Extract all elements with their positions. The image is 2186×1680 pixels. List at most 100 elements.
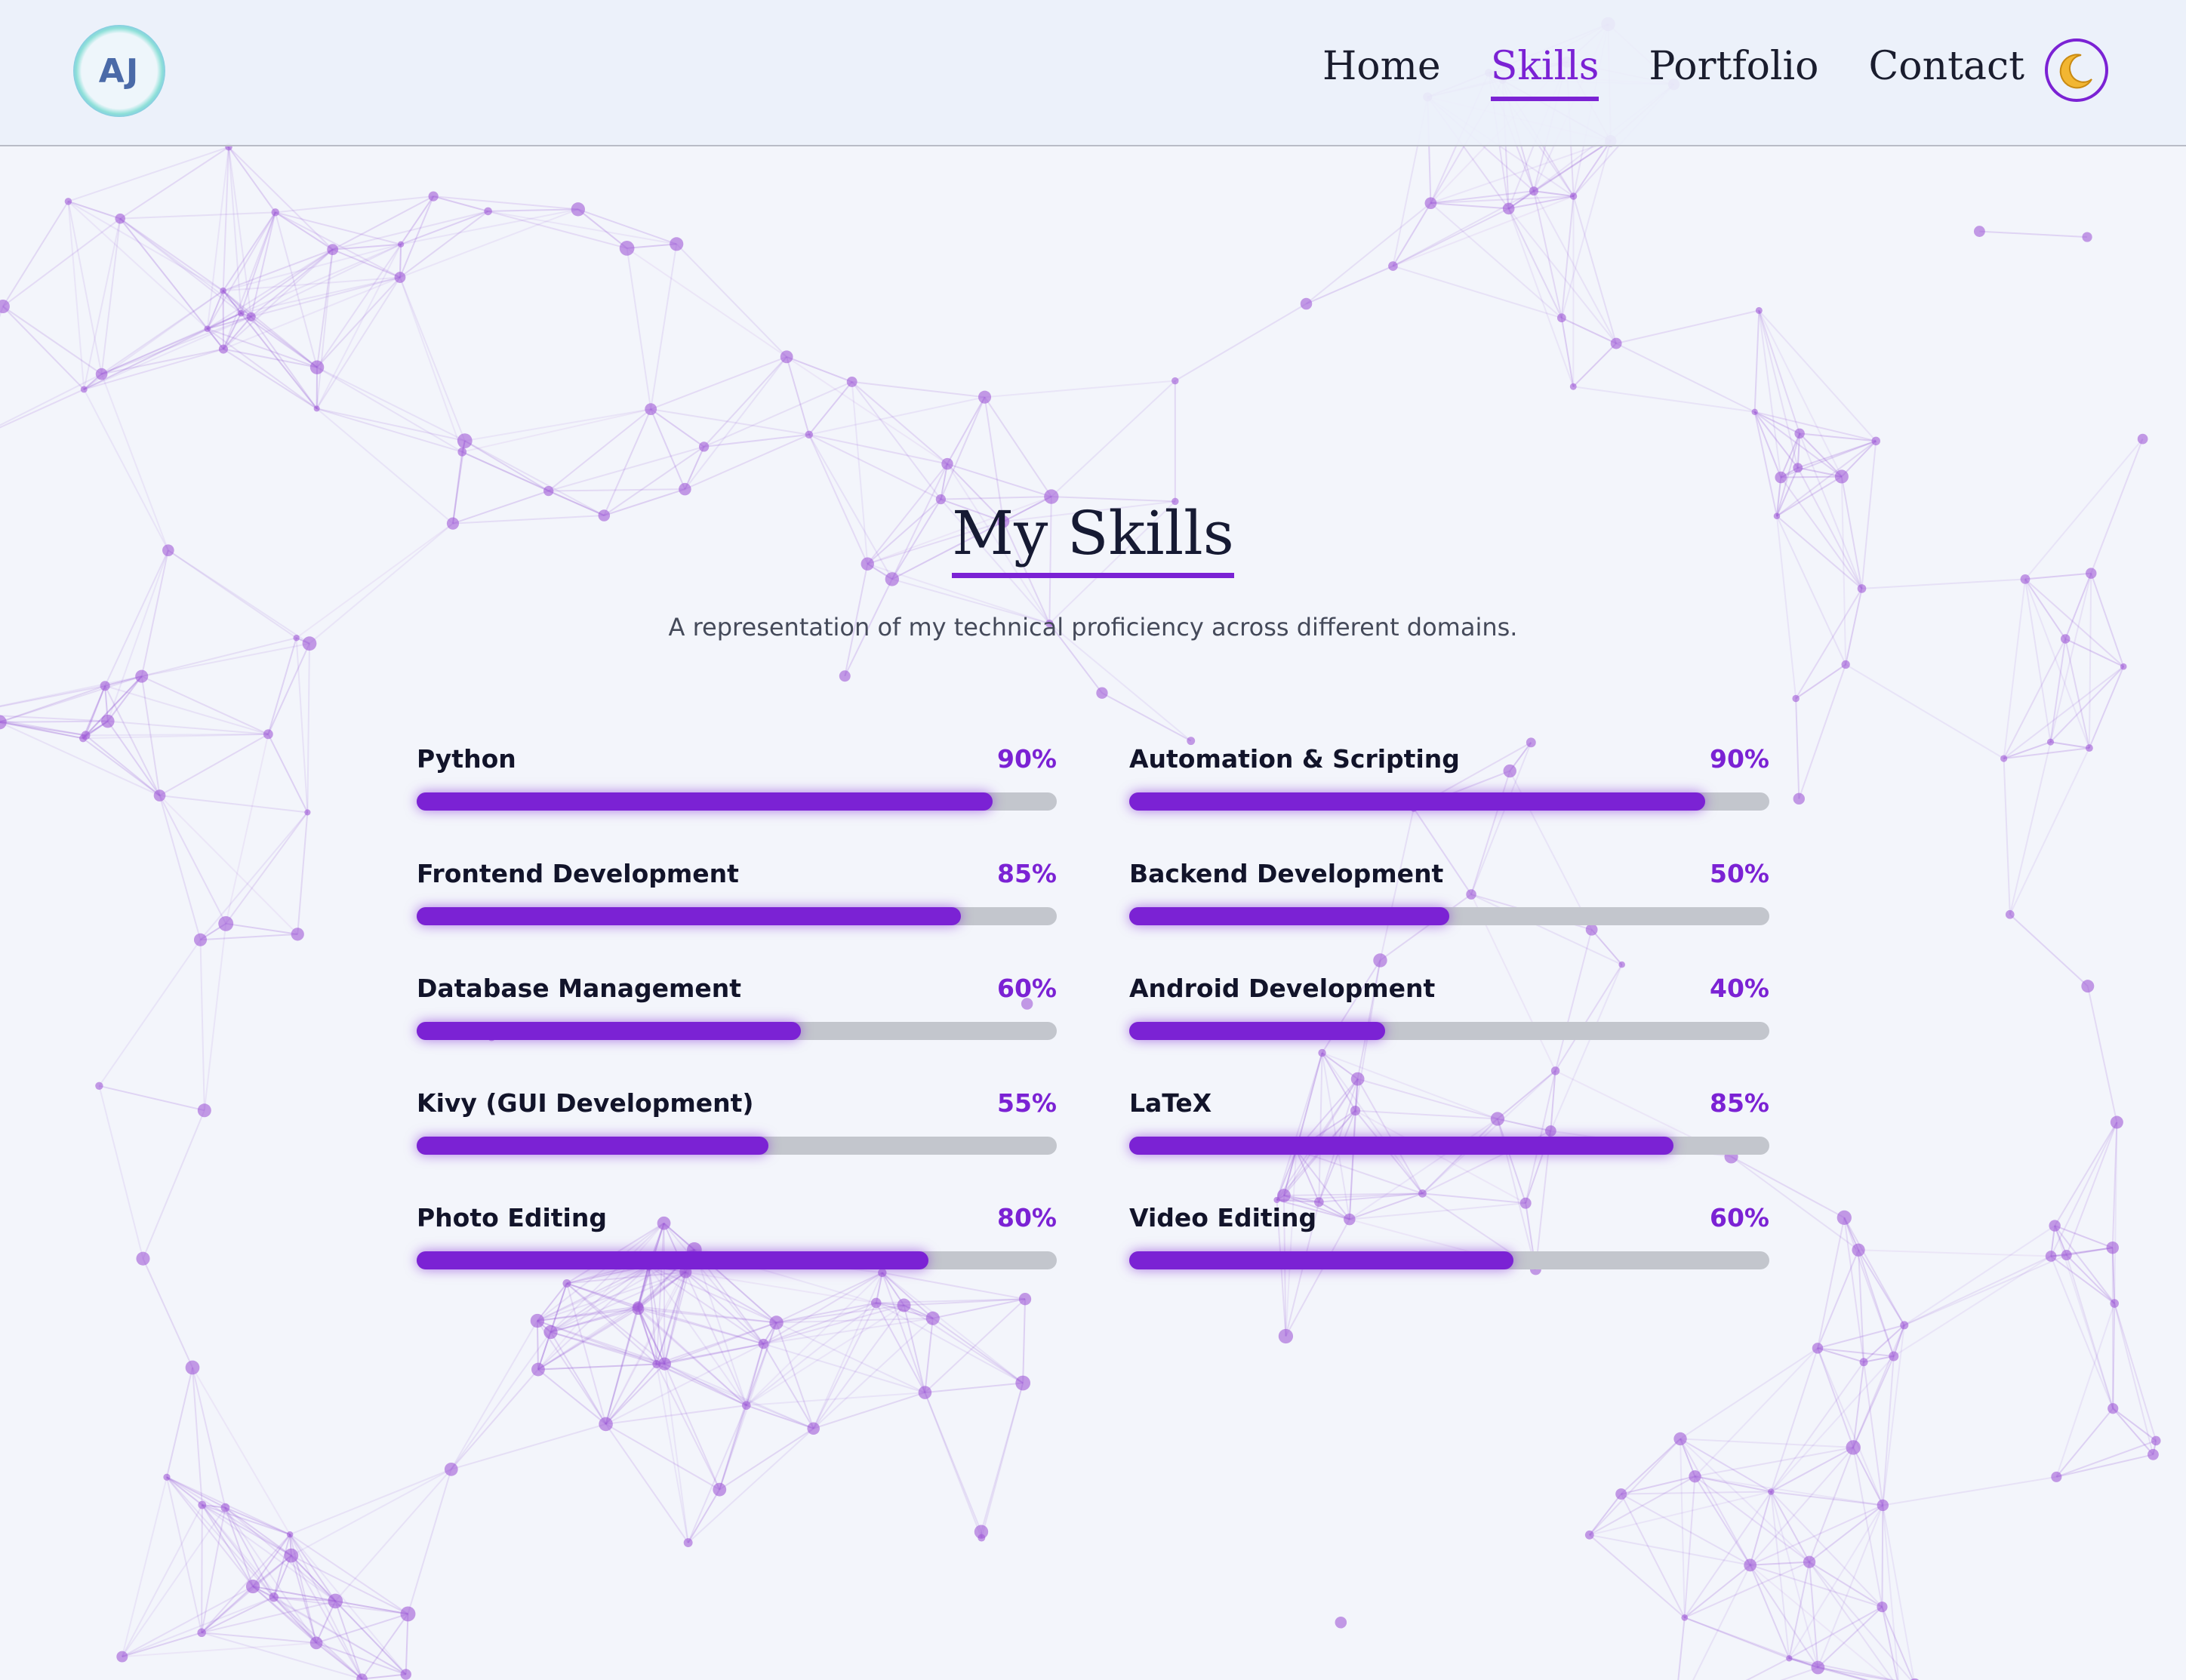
network-line (1881, 1505, 1884, 1608)
network-node (1556, 313, 1566, 323)
network-line (1776, 440, 1877, 517)
network-line (1904, 1254, 2067, 1326)
network-node (309, 1636, 323, 1650)
network-node (2051, 1471, 2062, 1482)
nav-link[interactable]: Home (1322, 44, 1441, 89)
network-node (1350, 1072, 1365, 1086)
network-line (550, 1331, 665, 1365)
nav-link[interactable]: Contact (1868, 44, 2024, 89)
network-line (1680, 1438, 1810, 1563)
network-node (400, 1669, 411, 1680)
network-line (875, 1272, 883, 1303)
network-node (878, 1268, 887, 1278)
skill-item: Kivy (GUI Development) 55% (417, 1088, 1057, 1159)
skill-bar (1129, 907, 1449, 925)
nav-link[interactable]: Portfolio (1649, 44, 1819, 89)
network-line (1789, 1657, 1897, 1680)
network-line (241, 276, 401, 315)
network-node (1344, 1213, 1356, 1226)
network-line (223, 312, 242, 349)
network-line (2050, 1255, 2115, 1304)
network-line (566, 1282, 639, 1310)
network-node (1526, 737, 1536, 748)
network-line (1282, 1149, 1298, 1196)
skill-bar (417, 1022, 801, 1040)
network-node (807, 1422, 820, 1435)
network-line (1588, 1493, 1622, 1536)
network-line (1799, 432, 1843, 478)
network-line (295, 638, 309, 813)
skill-bar (1129, 1137, 1673, 1155)
network-line (224, 1506, 336, 1602)
network-line (334, 1469, 452, 1602)
network-line (168, 549, 297, 639)
network-node (1502, 202, 1515, 215)
network-node (284, 1548, 299, 1563)
network-line (537, 1265, 649, 1371)
network-line (1861, 578, 2026, 589)
network-node (1681, 1614, 1689, 1621)
network-line (947, 463, 1051, 624)
network-line (808, 434, 893, 580)
network-line (101, 290, 224, 375)
nav-link[interactable]: Skills (1490, 44, 1599, 101)
network-line (637, 1308, 666, 1365)
network-node (1689, 1470, 1701, 1483)
network-line (0, 675, 142, 707)
network-node (780, 350, 793, 364)
network-line (932, 1317, 1024, 1384)
network-line (1508, 195, 1574, 210)
network-line (2024, 572, 2092, 580)
network-line (405, 1614, 409, 1675)
network-line (201, 1504, 254, 1587)
network-line (2049, 638, 2067, 743)
logo[interactable]: AJ (73, 25, 165, 117)
network-line (2054, 1122, 2118, 1226)
network-line (252, 1555, 292, 1587)
network-node (2148, 1448, 2159, 1460)
network-line (550, 1331, 657, 1365)
network-line (85, 685, 106, 736)
network-line (228, 146, 276, 213)
network-node (302, 636, 317, 651)
network-line (1750, 1565, 1890, 1680)
network-line (316, 408, 463, 453)
network-line (882, 1272, 934, 1319)
network-line (400, 195, 434, 245)
network-line (1680, 1438, 1772, 1493)
network-line (68, 200, 121, 220)
network-line (104, 685, 161, 796)
network-line (537, 1306, 639, 1371)
network-line (550, 1308, 639, 1333)
network-line (106, 549, 169, 722)
network-node (457, 447, 467, 457)
network-line (685, 1271, 876, 1304)
network-line (1776, 515, 1863, 589)
theme-toggle[interactable] (2045, 38, 2108, 102)
network-line (2066, 1247, 2113, 1257)
network-line (1797, 440, 1877, 469)
network-line (851, 381, 942, 500)
network-line (808, 381, 853, 435)
network-node (1503, 764, 1516, 778)
network-node (2045, 1251, 2057, 1262)
network-line (1883, 1475, 2057, 1506)
network-line (776, 1304, 904, 1324)
network-line (687, 1405, 747, 1543)
network-line (1620, 1494, 1686, 1618)
network-node (313, 405, 320, 412)
network-line (1550, 1070, 1556, 1131)
network-line (451, 451, 463, 524)
network-line (1809, 1561, 1912, 1680)
network-line (1413, 808, 1472, 895)
network-line (1572, 140, 1612, 197)
network-line (1533, 190, 1618, 344)
network-line (119, 146, 229, 220)
skill-percent: 40% (1710, 974, 1769, 1003)
network-line (202, 1504, 292, 1556)
network-line (947, 463, 1004, 522)
network-line (1882, 1505, 1900, 1680)
network-line (275, 211, 334, 251)
network-line (903, 1305, 926, 1393)
